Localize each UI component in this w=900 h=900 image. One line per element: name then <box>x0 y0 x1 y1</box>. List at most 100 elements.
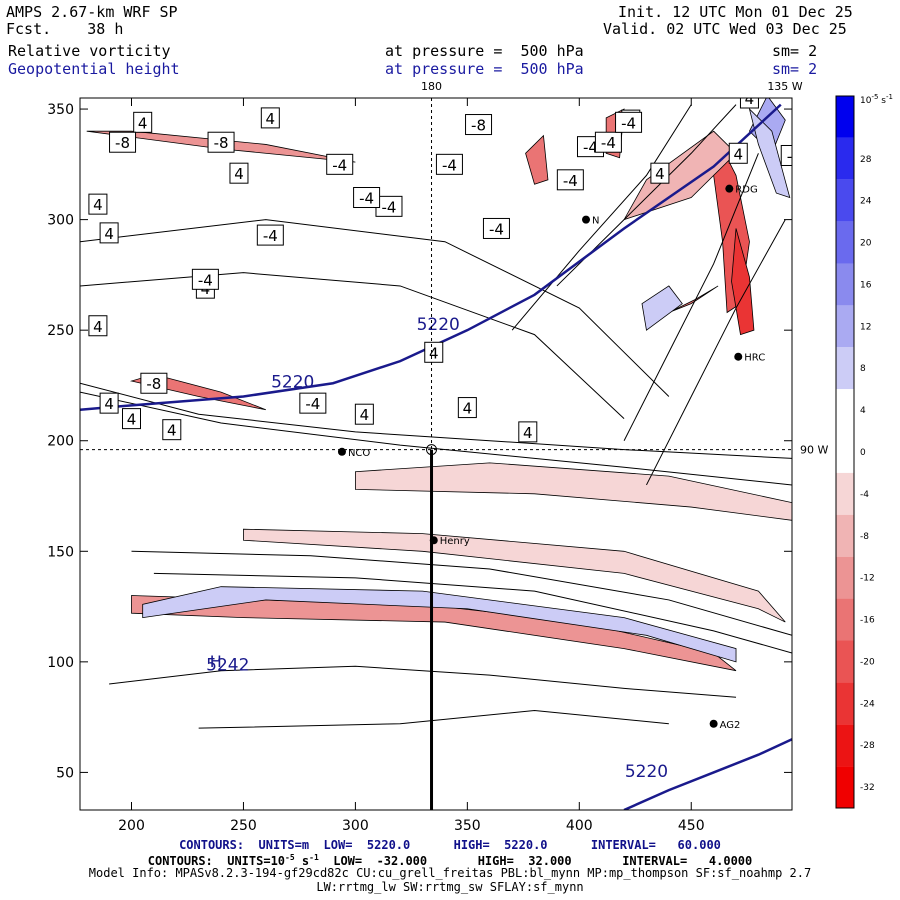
colorbar-level: 20 <box>860 239 872 249</box>
vorticity-label-box <box>728 142 748 164</box>
vorticity-shade <box>641 285 683 331</box>
colorbar-level: -24 <box>860 699 875 709</box>
x-tick-label: 350 <box>454 818 481 834</box>
height-label: 5220 <box>625 762 668 782</box>
vorticity-label-box <box>780 144 792 166</box>
vort-units-exp: -5 <box>285 853 295 862</box>
vorticity-label: -8 <box>146 375 161 393</box>
vorticity-shade <box>354 462 792 521</box>
meridian-label: 90 W <box>800 444 828 457</box>
vorticity-label-box <box>594 131 622 153</box>
vorticity-label: -4 <box>621 114 636 132</box>
vorticity-label: 4 <box>127 411 137 429</box>
field1-name: Relative vorticity <box>8 42 171 60</box>
height-contour <box>80 103 782 412</box>
vorticity-label-box <box>739 98 759 109</box>
vorticity-label: 4 <box>266 110 276 128</box>
footer-height-contours: CONTOURS: UNITS=m LOW= 5220.0 HIGH= 5220… <box>0 838 900 852</box>
vorticity-label-box <box>99 392 119 414</box>
vorticity-label: 4 <box>93 318 103 336</box>
x-tick-label: 400 <box>566 818 593 834</box>
height-contour <box>623 738 792 810</box>
vorticity-label: -4 <box>359 190 374 208</box>
colorbar-swatch <box>836 96 854 138</box>
vort-contour-units: CONTOURS: UNITS=10 <box>147 854 286 868</box>
high-symbol: H <box>210 652 222 671</box>
vorticity-label: 4 <box>104 395 114 413</box>
vorticity-label: 4 <box>234 165 244 183</box>
footer-model-info: Model Info: MPASv8.2.3-194-gf29cd82c CU:… <box>88 866 812 880</box>
vorticity-label: -8 <box>471 117 486 135</box>
station-dot <box>709 719 718 728</box>
pole-marker <box>426 444 438 456</box>
vorticity-shade <box>142 586 737 663</box>
colorbar-level: -32 <box>860 783 875 793</box>
footer-vort-contours: CONTOURS: UNITS=10-5 s-1 LOW= -32.000 HI… <box>0 851 900 868</box>
y-tick-label: 50 <box>56 765 74 781</box>
plot-frame <box>79 97 793 811</box>
forecast-hour: Fcst. 38 h <box>6 20 124 38</box>
colorbar-level: -28 <box>860 741 875 751</box>
vorticity-label: -4 <box>787 147 802 165</box>
colorbar-level: 8 <box>860 364 866 374</box>
vorticity-contour <box>80 391 792 486</box>
colorbar-level: 4 <box>860 406 866 416</box>
height-label: 5242 <box>206 656 249 676</box>
vorticity-contour <box>80 382 792 459</box>
vorticity-label: 4 <box>104 225 114 243</box>
colorbar-swatch <box>836 137 854 180</box>
vorticity-label-box <box>457 397 477 419</box>
colorbar-swatch <box>836 514 854 557</box>
vorticity-label: -4 <box>332 156 347 174</box>
vorticity-label: -4 <box>263 227 278 245</box>
x-tick-label: 450 <box>678 818 705 834</box>
colorbar-swatch <box>836 472 854 515</box>
vorticity-contour <box>109 665 737 698</box>
valid-time: Valid. 02 UTC Wed 03 Dec 25 <box>603 20 847 38</box>
y-tick-label: 300 <box>47 213 74 229</box>
vorticity-label-box <box>615 111 643 133</box>
station-label: N <box>592 216 599 227</box>
vorticity-label-box <box>121 408 141 430</box>
height-label: 5220 <box>271 373 314 393</box>
y-tick-label: 150 <box>47 544 74 560</box>
colorbar-swatch <box>836 431 854 473</box>
footer-model-info-2: LW:rrtmg_lw SW:rrtmg_sw SFLAY:sf_mynn <box>316 880 584 894</box>
x-tick-label: 250 <box>230 818 257 834</box>
x-tick-label: 300 <box>342 818 369 834</box>
vorticity-label: -4 <box>305 395 320 413</box>
vorticity-label: 4 <box>429 344 439 362</box>
vorticity-label-box <box>260 107 280 129</box>
vorticity-label-box <box>299 392 327 414</box>
vorticity-contour <box>511 104 692 331</box>
vorticity-label-box <box>140 372 168 394</box>
vorticity-contour <box>198 709 669 729</box>
field2-smoothing: sm= 2 <box>772 60 818 78</box>
vorticity-label-box <box>133 111 153 133</box>
vorticity-label-box <box>162 419 182 441</box>
colorbar-level: -8 <box>860 532 869 542</box>
colorbar-swatch <box>836 347 854 390</box>
colorbar-swatch <box>836 724 854 767</box>
meridian-label: 135 W <box>767 80 802 93</box>
colorbar-level: -12 <box>860 574 875 584</box>
station-label: AG2 <box>720 720 741 731</box>
vorticity-label-box <box>465 114 493 136</box>
y-tick-label: 250 <box>47 323 74 339</box>
vorticity-label-box <box>88 193 108 215</box>
vorticity-label-box <box>207 131 235 153</box>
colorbar-level: -20 <box>860 657 875 667</box>
station-label: Henry <box>440 536 470 547</box>
station-dot <box>582 215 591 224</box>
vorticity-label-box <box>256 224 284 246</box>
vorticity-label-box <box>353 187 381 209</box>
y-tick-label: 350 <box>47 102 74 118</box>
field1-smoothing: sm= 2 <box>772 42 818 60</box>
vorticity-label-box <box>326 153 354 175</box>
colorbar-level: -4 <box>860 490 869 500</box>
vorticity-label-box <box>99 222 119 244</box>
height-label: 5220 <box>417 315 460 335</box>
vorticity-label: -4 <box>601 134 616 152</box>
colorbar-level: 0 <box>860 448 866 458</box>
